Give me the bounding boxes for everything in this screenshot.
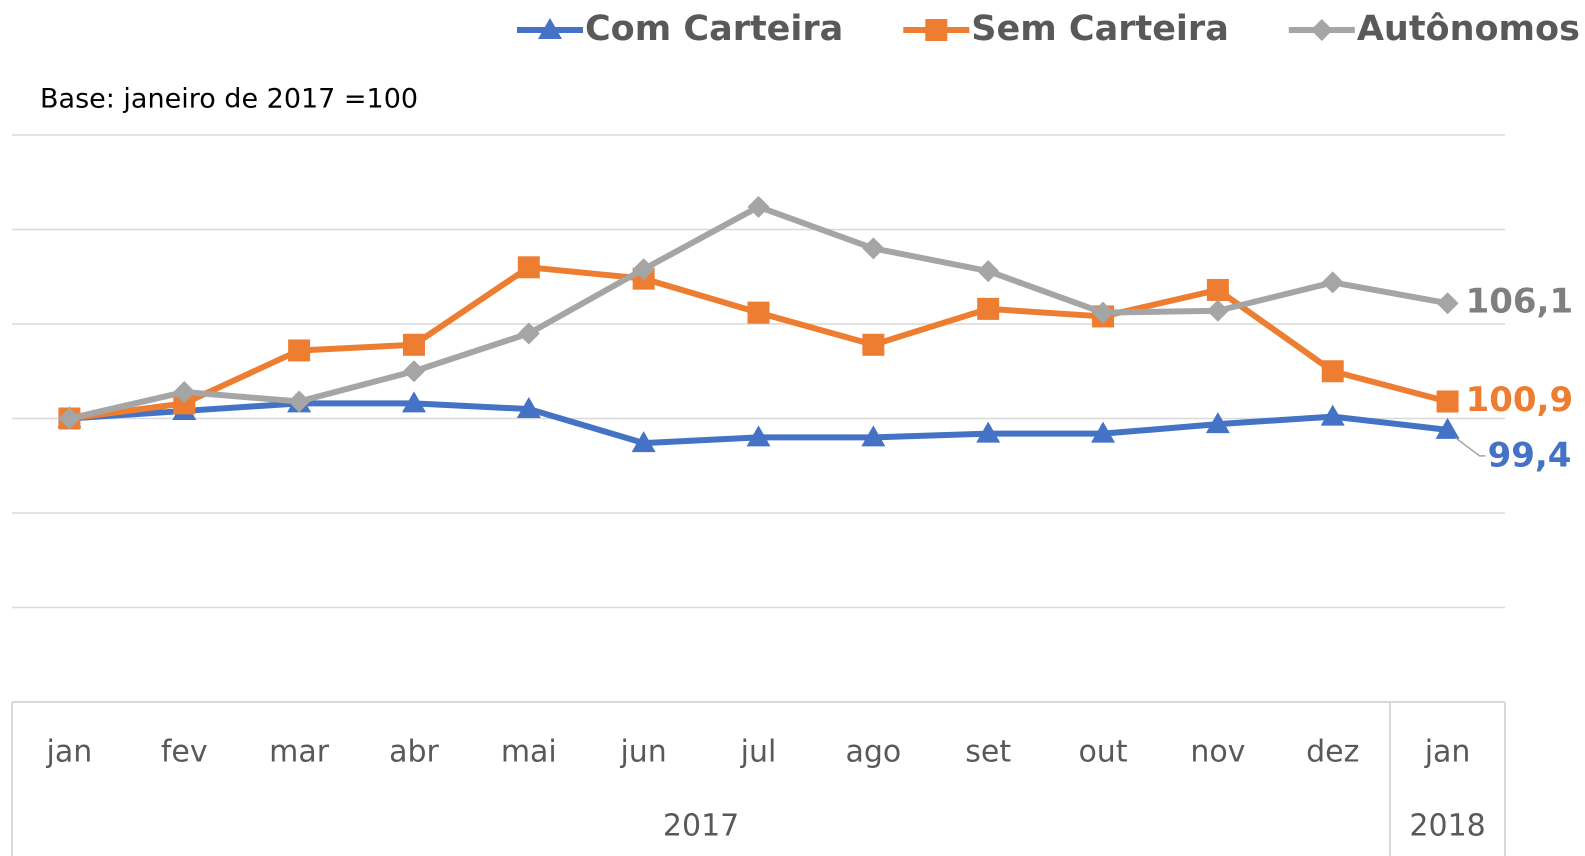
legend-marker xyxy=(925,19,948,41)
data-point xyxy=(1436,390,1459,413)
data-point xyxy=(401,391,426,413)
data-point xyxy=(402,333,425,356)
x-tick-label: mar xyxy=(269,735,330,770)
data-point xyxy=(746,425,771,447)
x-tick-label: jan xyxy=(1424,735,1471,770)
x-tick-label: jan xyxy=(46,735,93,770)
data-point xyxy=(747,195,770,218)
x-tick-label: nov xyxy=(1190,735,1245,770)
legend-label: Sem Carteira xyxy=(971,9,1229,49)
data-point xyxy=(861,425,886,447)
data-point xyxy=(288,390,311,413)
data-point xyxy=(173,392,196,415)
data-point xyxy=(1206,299,1229,322)
data-point xyxy=(631,431,656,453)
chart-subtitle: Base: janeiro de 2017 =100 xyxy=(40,84,418,115)
data-point xyxy=(517,322,540,345)
data-point xyxy=(1092,301,1115,324)
data-label: 106,1 xyxy=(1466,282,1574,322)
data-point xyxy=(516,397,541,419)
data-point xyxy=(1205,412,1230,434)
data-point xyxy=(1435,417,1460,439)
data-point xyxy=(1321,271,1344,294)
data-point xyxy=(862,333,885,356)
data-point xyxy=(288,339,311,362)
data-point xyxy=(1321,360,1344,383)
x-tick-label: dez xyxy=(1306,735,1359,770)
data-point xyxy=(1436,292,1459,315)
legend-marker xyxy=(538,18,562,39)
data-point xyxy=(1206,278,1229,301)
data-point xyxy=(976,421,1001,443)
data-point xyxy=(1320,404,1345,426)
x-tick-label: set xyxy=(965,735,1011,770)
data-point xyxy=(1091,421,1116,443)
x-group-label: 2018 xyxy=(1409,809,1485,844)
x-tick-label: out xyxy=(1078,735,1127,770)
x-tick-label: mai xyxy=(501,735,557,770)
legend-marker xyxy=(1310,19,1333,41)
data-point xyxy=(747,301,770,324)
data-point xyxy=(517,256,540,279)
x-tick-label: fev xyxy=(161,735,208,770)
data-point xyxy=(402,360,425,383)
data-point xyxy=(173,381,196,404)
series-line xyxy=(69,264,1449,422)
data-point xyxy=(632,258,655,281)
x-group-label: 2017 xyxy=(663,809,739,844)
legend-label: Com Carteira xyxy=(585,9,843,49)
legend-label: Autônomos xyxy=(1357,9,1580,49)
x-tick-label: ago xyxy=(845,735,901,770)
data-label: 100,9 xyxy=(1466,380,1574,420)
data-point xyxy=(977,260,1000,283)
x-tick-label: jun xyxy=(619,735,666,770)
data-point xyxy=(862,237,885,260)
x-tick-label: jul xyxy=(740,735,777,770)
data-point xyxy=(977,297,1000,320)
leader-line xyxy=(1455,437,1486,457)
x-tick-label: abr xyxy=(389,735,439,770)
data-point xyxy=(58,407,81,430)
data-label: 99,4 xyxy=(1488,435,1572,475)
